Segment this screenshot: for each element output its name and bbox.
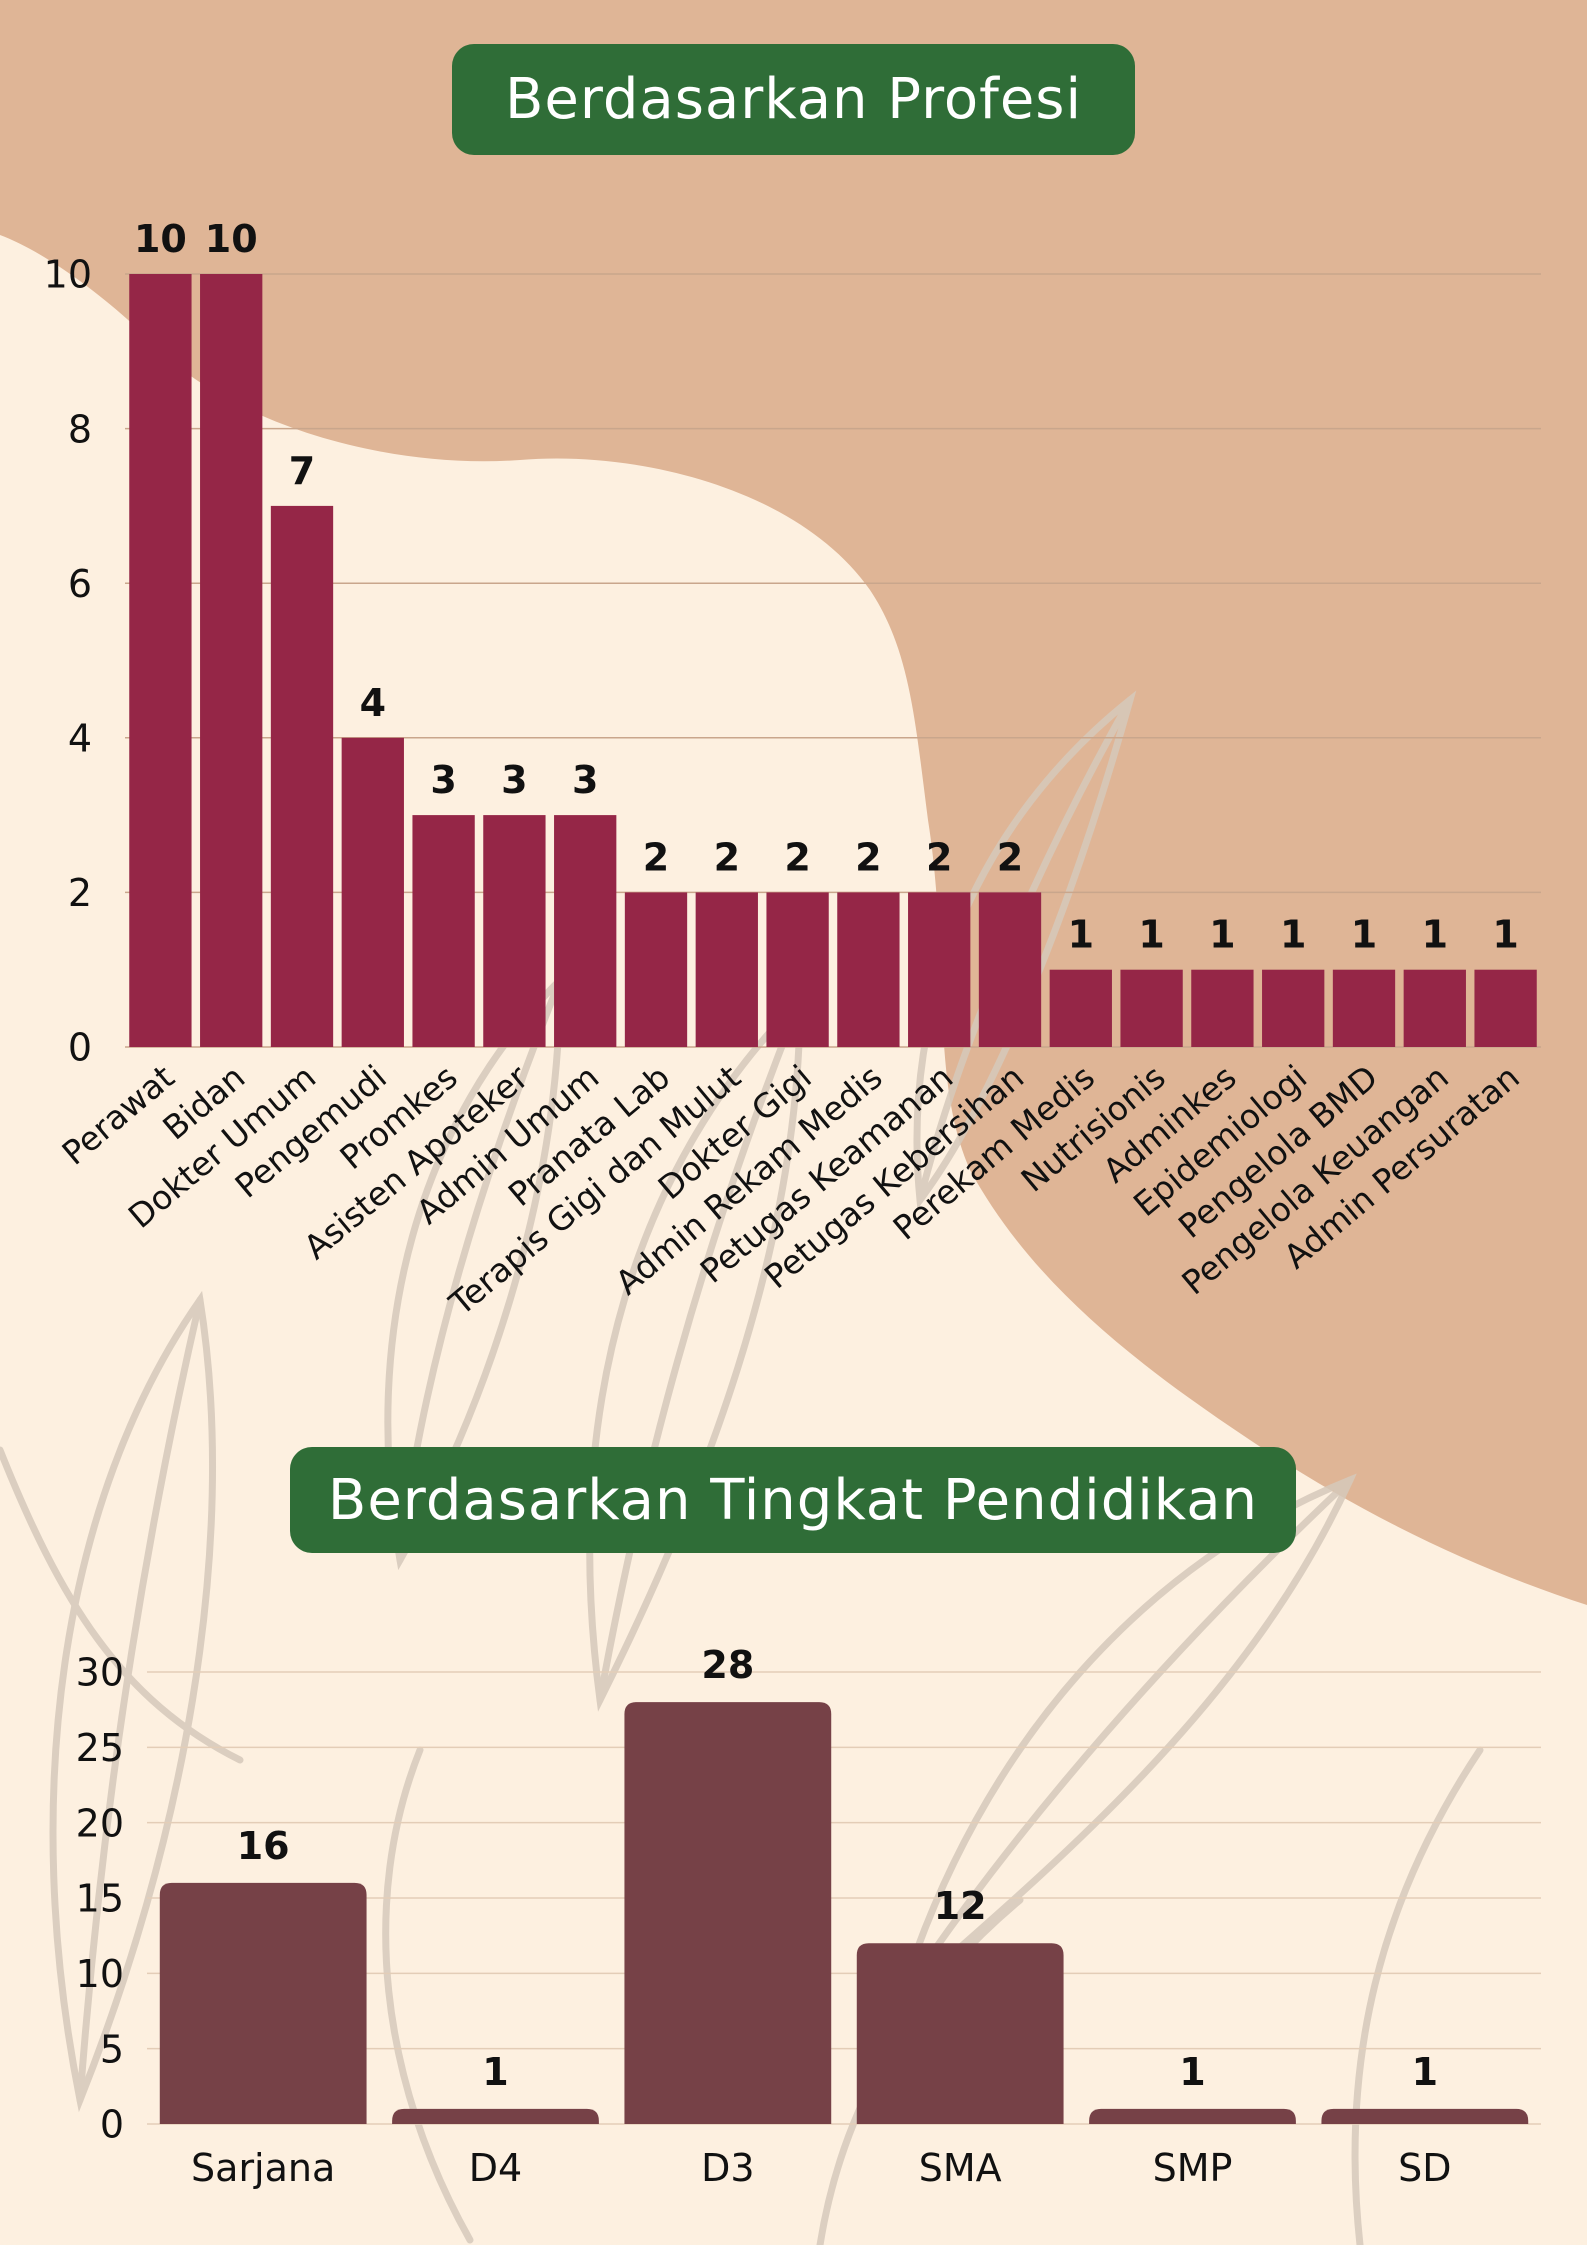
y-tick-label-0: 0 <box>100 2103 124 2147</box>
data-label-pengemudi: 4 <box>360 681 386 725</box>
y-tick-label-10: 10 <box>44 253 92 297</box>
bar-adminkes <box>1191 969 1254 1047</box>
data-label-petugas-kebersihan: 2 <box>997 835 1023 879</box>
y-tick-label-20: 20 <box>76 1801 124 1845</box>
y-tick-label-6: 6 <box>68 562 92 606</box>
bar-epidemiologi <box>1262 969 1325 1047</box>
bar-smp <box>1089 2108 1296 2124</box>
data-label-smp: 1 <box>1179 2050 1205 2094</box>
data-label-d4: 1 <box>482 2050 508 2094</box>
y-tick-label-25: 25 <box>76 1726 124 1770</box>
data-label-pengelola-keuangan: 1 <box>1422 913 1448 957</box>
data-label-admin-rekam-medis: 2 <box>855 835 881 879</box>
x-tick-label-smp: SMP <box>1153 2146 1233 2190</box>
y-tick-label-4: 4 <box>68 716 92 760</box>
data-label-dokter-umum: 7 <box>289 449 315 493</box>
tan-background-shape <box>0 0 1587 1605</box>
data-label-admin-persuratan: 1 <box>1492 913 1518 957</box>
data-label-d3: 28 <box>701 1643 754 1687</box>
data-label-terapis-gigi-dan-mulut: 2 <box>714 835 740 879</box>
bar-admin-rekam-medis <box>837 892 900 1047</box>
bar-dokter-gigi <box>766 892 829 1047</box>
chart-title-profesi: Berdasarkan Profesi <box>452 44 1135 155</box>
y-tick-label-8: 8 <box>68 407 92 451</box>
data-label-perekam-medis: 1 <box>1068 913 1094 957</box>
data-label-pengelola-bmd: 1 <box>1351 913 1377 957</box>
bar-asisten-apoteker <box>483 815 546 1047</box>
bar-d4 <box>392 2108 599 2124</box>
x-tick-label-sd: SD <box>1398 2146 1451 2190</box>
y-tick-label-15: 15 <box>76 1877 124 1921</box>
data-label-pranata-lab: 2 <box>643 835 669 879</box>
data-label-perawat: 10 <box>134 217 187 261</box>
data-label-dokter-gigi: 2 <box>784 835 810 879</box>
bar-petugas-keamanan <box>908 892 971 1047</box>
bar-dokter-umum <box>270 505 334 1047</box>
bar-perekam-medis <box>1049 969 1112 1047</box>
bar-pengemudi <box>341 737 404 1047</box>
data-label-admin-umum: 3 <box>572 758 598 802</box>
y-tick-label-10: 10 <box>76 1952 124 1996</box>
data-label-petugas-keamanan: 2 <box>926 835 952 879</box>
data-label-nutrisionis: 1 <box>1138 913 1164 957</box>
bar-d3 <box>624 1702 832 2124</box>
y-tick-label-2: 2 <box>68 871 92 915</box>
data-label-sma: 12 <box>934 1884 987 1928</box>
data-label-sarjana: 16 <box>237 1824 290 1868</box>
x-tick-label-sma: SMA <box>919 2146 1002 2190</box>
y-tick-label-5: 5 <box>100 2027 124 2071</box>
data-label-bidan: 10 <box>205 217 258 261</box>
data-label-sd: 1 <box>1412 2050 1438 2094</box>
bar-pengelola-keuangan <box>1403 969 1466 1047</box>
bar-nutrisionis <box>1120 969 1183 1047</box>
data-label-adminkes: 1 <box>1209 913 1235 957</box>
data-label-promkes: 3 <box>430 758 456 802</box>
bar-perawat <box>129 274 192 1047</box>
bar-pengelola-bmd <box>1332 969 1396 1047</box>
bar-admin-persuratan <box>1474 969 1537 1047</box>
data-label-asisten-apoteker: 3 <box>501 758 527 802</box>
bar-petugas-kebersihan <box>978 892 1042 1047</box>
x-tick-label-d4: D4 <box>469 2146 522 2190</box>
x-tick-label-d3: D3 <box>701 2146 754 2190</box>
y-tick-label-0: 0 <box>68 1026 92 1070</box>
bar-admin-umum <box>554 815 617 1047</box>
bar-pranata-lab <box>624 892 688 1047</box>
bar-sd <box>1321 2108 1529 2124</box>
bar-sarjana <box>159 1882 367 2124</box>
chart-title-pendidikan: Berdasarkan Tingkat Pendidikan <box>290 1447 1296 1553</box>
y-tick-label-30: 30 <box>76 1651 124 1695</box>
bar-bidan <box>200 274 263 1047</box>
bar-sma <box>856 1943 1064 2124</box>
bar-terapis-gigi-dan-mulut <box>695 892 758 1047</box>
data-label-epidemiologi: 1 <box>1280 913 1306 957</box>
bar-promkes <box>412 815 475 1047</box>
x-tick-label-sarjana: Sarjana <box>191 2146 335 2190</box>
